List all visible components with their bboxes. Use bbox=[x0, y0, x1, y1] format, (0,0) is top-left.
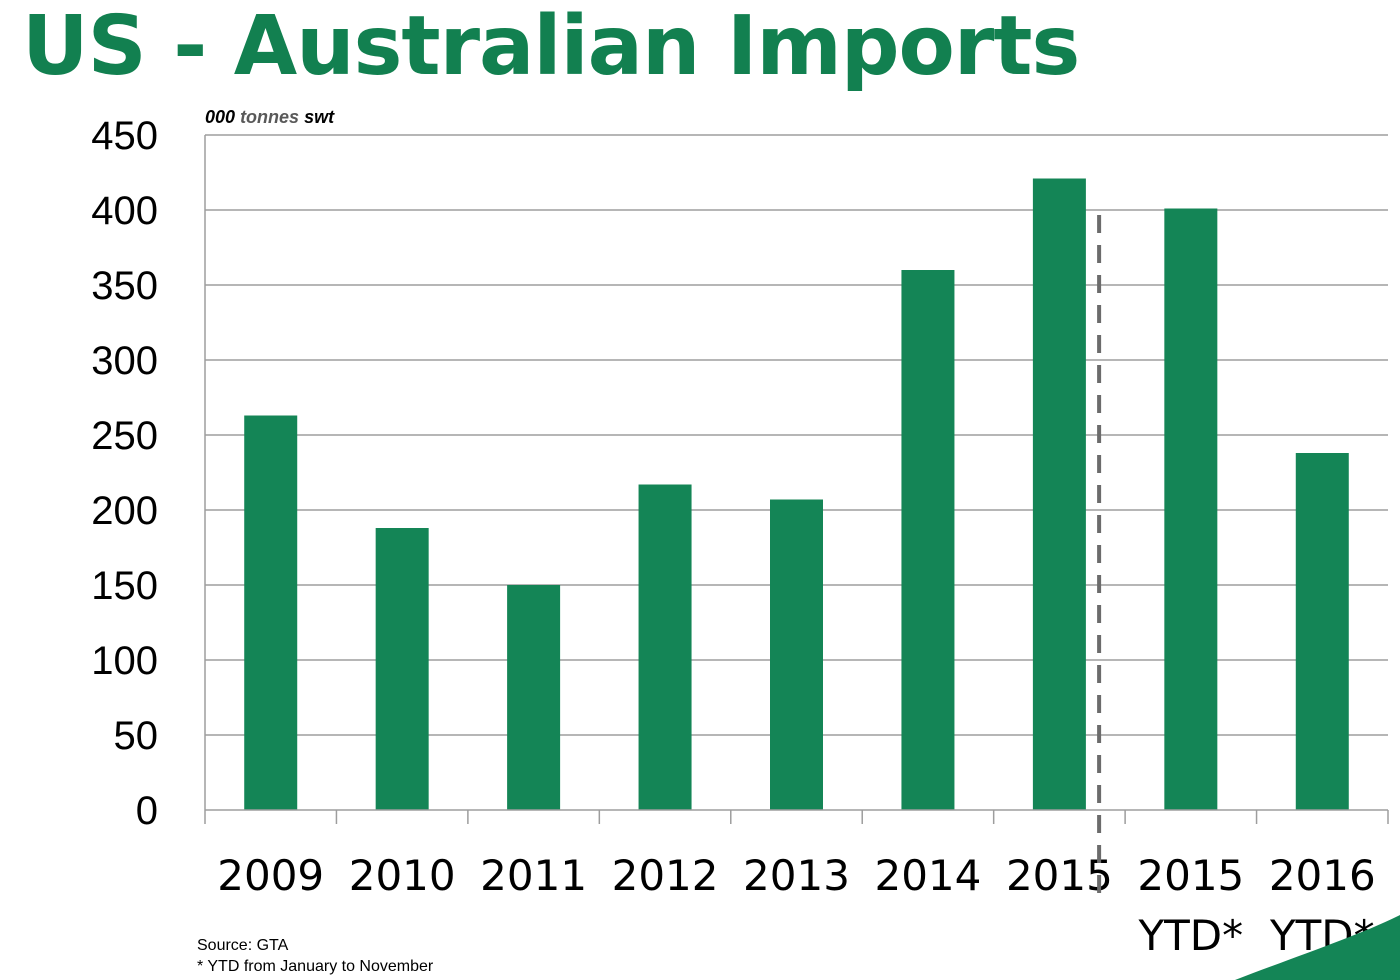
x-tick-label: 2014 bbox=[874, 851, 981, 900]
x-tick-label: 2015 bbox=[1006, 851, 1113, 900]
footnote-text: * YTD from January to November bbox=[197, 957, 434, 975]
x-tick-label: YTD* bbox=[1138, 911, 1244, 960]
x-axis bbox=[204, 135, 1389, 824]
unit-label-suffix: swt bbox=[304, 107, 335, 127]
y-tick-label: 100 bbox=[91, 639, 158, 683]
y-tick-label: 400 bbox=[91, 189, 158, 233]
bar bbox=[1295, 453, 1349, 810]
y-tick-label: 150 bbox=[91, 564, 158, 608]
y-axis-tick-labels: 0 50 100 150 200 250 300 350 400 450 bbox=[91, 114, 158, 833]
bar bbox=[375, 528, 429, 810]
bar bbox=[901, 270, 955, 810]
x-tick-label: 2010 bbox=[349, 851, 456, 900]
y-tick-label: 200 bbox=[91, 489, 158, 533]
y-tick-label: 350 bbox=[91, 264, 158, 308]
x-tick-label: 2012 bbox=[612, 851, 719, 900]
bar bbox=[507, 585, 561, 810]
x-tick-label: YTD* bbox=[1269, 911, 1375, 960]
y-tick-label: 450 bbox=[91, 114, 158, 158]
x-tick-label: 2013 bbox=[743, 851, 850, 900]
y-tick-label: 50 bbox=[114, 714, 159, 758]
x-tick-label: 2015 bbox=[1137, 851, 1244, 900]
bar bbox=[1164, 208, 1218, 810]
y-tick-label: 0 bbox=[136, 789, 158, 833]
bar bbox=[770, 499, 823, 810]
source-notes: Source: GTA * YTD from January to Novemb… bbox=[197, 936, 433, 978]
bar bbox=[244, 415, 298, 810]
y-tick-label: 250 bbox=[91, 414, 158, 458]
y-tick-label: 300 bbox=[91, 339, 158, 383]
x-tick-label: 2016 bbox=[1269, 851, 1376, 900]
x-axis-tick-labels: 2009 2010 2011 2012 2013 2014 2015 2015 YTD* 2016… bbox=[217, 851, 1375, 960]
unit-label-middle: tonnes bbox=[240, 107, 299, 127]
unit-label-prefix: 000 bbox=[205, 107, 235, 127]
bar bbox=[638, 484, 692, 810]
x-tick-label: 2009 bbox=[217, 851, 324, 900]
chart-bars bbox=[244, 178, 1349, 810]
page-title: US - Australian Imports bbox=[22, 0, 1080, 94]
source-text: Source: GTA bbox=[197, 937, 289, 954]
bar bbox=[1032, 178, 1086, 810]
x-tick-label: 2011 bbox=[480, 851, 587, 900]
unit-label: 000 tonnes swt bbox=[205, 107, 335, 127]
